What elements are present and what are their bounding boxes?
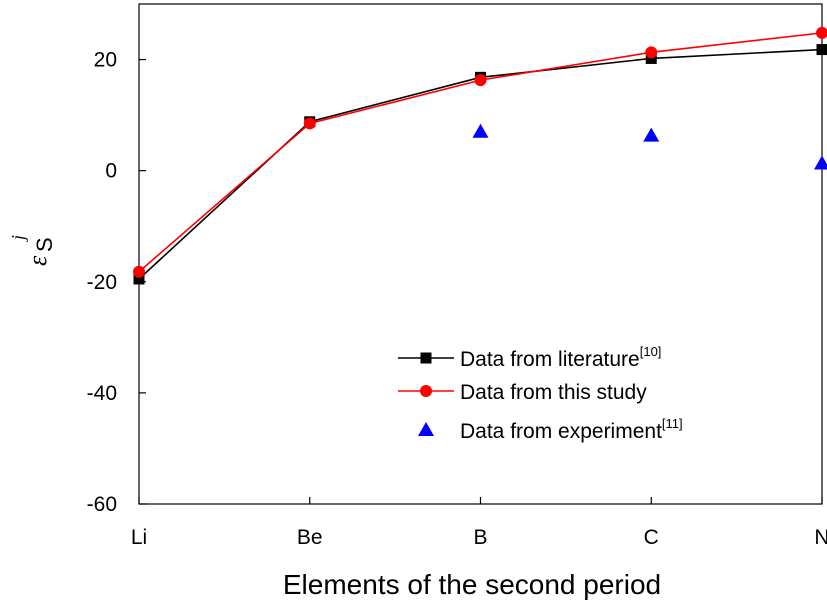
data-point xyxy=(643,127,660,142)
data-point xyxy=(645,46,658,59)
x-axis: Li Be B C N xyxy=(131,497,827,549)
legend-label: Data from experiment[11] xyxy=(460,416,683,443)
x-axis-title: Elements of the second period xyxy=(283,569,661,600)
y-axis-title-symbol: ε xyxy=(23,255,52,266)
y-tick-label: -20 xyxy=(87,271,117,294)
legend-label: Data from this study xyxy=(460,381,647,404)
y-tick-label: 20 xyxy=(94,49,117,72)
legend-marker xyxy=(418,422,434,436)
legend-entry: Data from this study xyxy=(398,381,647,404)
series-1 xyxy=(133,26,827,278)
legend-entry: Data from literature[10] xyxy=(398,344,661,371)
y-axis: 20 0 -20 -40 -60 xyxy=(87,49,146,516)
legend-marker xyxy=(420,352,432,364)
y-axis-title: ε S j xyxy=(8,235,57,266)
x-tick-label: Li xyxy=(131,526,147,549)
y-tick-label: -40 xyxy=(87,382,117,405)
x-tick-label: B xyxy=(473,526,487,549)
legend-marker xyxy=(420,385,432,397)
y-tick-label: -60 xyxy=(87,493,117,516)
data-point xyxy=(816,44,827,56)
data-point xyxy=(814,155,827,170)
x-tick-label: N xyxy=(814,526,827,549)
legend-reference: [10] xyxy=(640,344,662,359)
legend-entry: Data from experiment[11] xyxy=(418,416,683,443)
x-tick-label: C xyxy=(644,526,659,549)
legend-reference: [11] xyxy=(662,416,683,431)
legend: Data from literature[10] Data from this s… xyxy=(398,344,683,443)
data-point xyxy=(133,265,145,278)
data-point xyxy=(133,273,145,285)
y-axis-title-superscript: j xyxy=(8,235,28,242)
data-point xyxy=(645,52,657,64)
legend-label: Data from literature[10] xyxy=(460,344,661,371)
data-point xyxy=(472,123,489,138)
series-line xyxy=(138,32,823,273)
y-tick-label: 0 xyxy=(105,160,117,183)
y-axis-title-subscript: S xyxy=(32,237,57,252)
data-point xyxy=(474,74,487,87)
data-point xyxy=(303,117,316,130)
x-tick-label: Be xyxy=(297,526,323,549)
series-2 xyxy=(472,123,827,170)
plot-series xyxy=(133,26,827,285)
data-point xyxy=(816,26,827,39)
